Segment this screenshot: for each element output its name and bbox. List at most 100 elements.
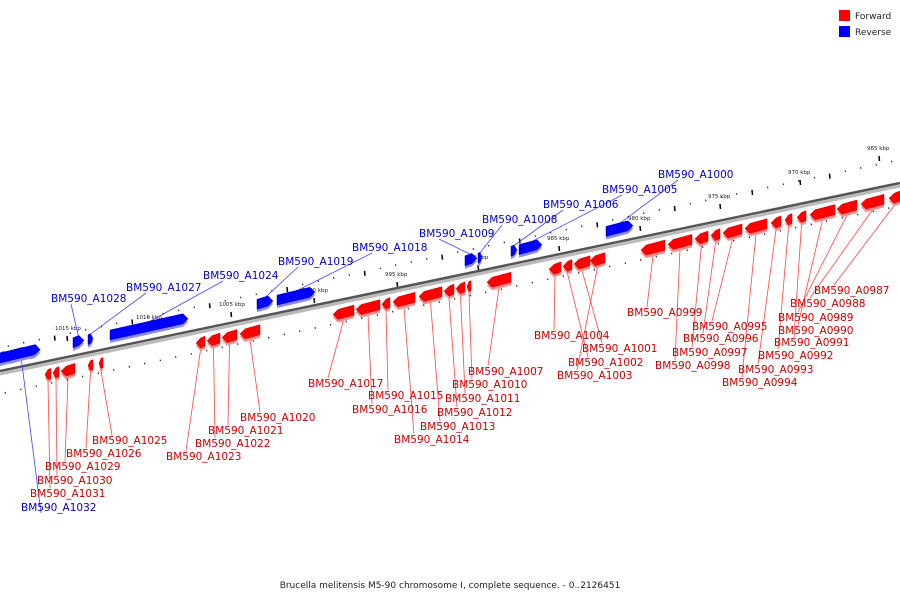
- gene-label-bm590_a1011[interactable]: BM590_A1011: [445, 393, 520, 405]
- gene-arrow-bm590_a0988: [860, 194, 885, 210]
- lower-scale-tick: [733, 239, 735, 242]
- scale-tick: [208, 303, 211, 309]
- leader-bm590_a0998: [674, 249, 681, 361]
- kbp-label: 980 kbp: [628, 216, 651, 222]
- gene-labels: BM590_A1000 BM590_A1005 BM590_A1006 BM590_A…: [21, 169, 889, 514]
- gene-label-bm590_a1023[interactable]: BM590_A1023: [166, 451, 241, 463]
- scale-tick: [286, 286, 289, 293]
- leader-bm590_a1002: [567, 273, 589, 358]
- gene-label-bm590_a0999[interactable]: BM590_A0999: [627, 307, 702, 319]
- gene-arrow-bm590_a1017: [332, 304, 355, 320]
- gene-label-bm590_a0988[interactable]: BM590_A0988: [790, 298, 865, 310]
- gene-label-bm590_a0990[interactable]: BM590_A0990: [778, 325, 853, 337]
- gene-label-bm590_a1012[interactable]: BM590_A1012: [437, 407, 512, 419]
- scale-tick: [736, 192, 738, 195]
- gene-arrow-bm590_a1004: [548, 261, 562, 275]
- gene-label-bm590_a0994[interactable]: BM590_A0994: [722, 377, 798, 389]
- backbone-line: [0, 181, 900, 373]
- scale-tick: [875, 163, 877, 166]
- gene-label-bm590_a1026[interactable]: BM590_A1026: [66, 448, 142, 460]
- lower-scale-tick: [392, 310, 394, 313]
- kbp-major-tick: [313, 297, 316, 304]
- gene-arrow-bm590_a0991: [796, 210, 807, 223]
- gene-label-bm590_a1021[interactable]: BM590_A1021: [208, 425, 283, 437]
- gene-label-bm590_a1009[interactable]: BM590_A1009: [419, 228, 494, 240]
- gene-label-bm590_a1024[interactable]: BM590_A1024: [203, 270, 279, 282]
- gene-label-bm590_a1022[interactable]: BM590_A1022: [195, 438, 270, 450]
- scale-tick: [69, 332, 71, 335]
- gene-label-bm590_a1029[interactable]: BM590_A1029: [45, 461, 120, 473]
- gene-label-bm590_a0997[interactable]: BM590_A0997: [672, 347, 747, 359]
- gene-label-bm590_a1031[interactable]: BM590_A1031: [30, 488, 105, 500]
- lower-scale-tick: [438, 301, 440, 303]
- gene-label-bm590_a1020[interactable]: BM590_A1020: [240, 412, 315, 424]
- legend-forward-swatch: [839, 10, 850, 21]
- gene-arrow-bm590_a1018: [276, 286, 316, 306]
- gene-label-bm590_a1010[interactable]: BM590_A1010: [452, 379, 527, 391]
- gene-arrow-bm590_a1006: [510, 244, 518, 257]
- scale-tick: [828, 173, 831, 179]
- scale-tick: [85, 328, 87, 331]
- gene-label-bm590_a1032[interactable]: BM590_A1032: [21, 502, 96, 514]
- leader-bm590_a1003: [576, 267, 598, 371]
- gene-label-bm590_a1013[interactable]: BM590_A1013: [420, 421, 495, 433]
- gene-label-bm590_a1001[interactable]: BM590_A1001: [582, 343, 657, 355]
- gene-label-bm590_a1004[interactable]: BM590_A1004: [534, 330, 610, 342]
- gene-label-bm590_a1028[interactable]: BM590_A1028: [51, 293, 126, 305]
- leader-bm590_a1004: [553, 276, 556, 331]
- gene-arrow-bm590_a1009: [464, 253, 478, 267]
- leader-bm590_a1017: [327, 320, 344, 379]
- scale-tick: [426, 257, 428, 260]
- gene-arrow-bm590_a1025: [98, 357, 104, 369]
- lower-scale-tick: [175, 356, 177, 358]
- gene-label-bm590_a1030[interactable]: BM590_A1030: [37, 475, 112, 487]
- scale-tick: [348, 273, 350, 276]
- gene-label-bm590_a0995[interactable]: BM590_A0995: [692, 321, 767, 333]
- leader-bm590_a1000: [619, 179, 679, 224]
- gene-label-bm590_a1025[interactable]: BM590_A1025: [92, 435, 167, 447]
- gene-label-bm590_a1005[interactable]: BM590_A1005: [602, 184, 677, 196]
- gene-label-bm590_a1017[interactable]: BM590_A1017: [308, 378, 383, 390]
- gene-label-bm590_a1018[interactable]: BM590_A1018: [352, 242, 427, 254]
- gene-label-bm590_a0992[interactable]: BM590_A0992: [758, 350, 833, 362]
- lower-scale-tick: [299, 330, 301, 333]
- leader-bm590_a1032: [19, 348, 42, 514]
- gene-label-bm590_a0996[interactable]: BM590_A0996: [683, 333, 759, 345]
- gene-label-bm590_a0987[interactable]: BM590_A0987: [814, 285, 889, 297]
- gene-arrow-bm590_a0990: [809, 204, 836, 221]
- gene-label-bm590_a1019[interactable]: BM590_A1019: [278, 256, 353, 268]
- gene-label-bm590_a1015[interactable]: BM590_A1015: [368, 390, 443, 402]
- label-leader-lines: [19, 179, 895, 514]
- lower-scale-tick: [872, 210, 874, 213]
- lower-scale-tick: [640, 259, 642, 261]
- scale-tick: [503, 241, 505, 244]
- scale-tick: [23, 341, 25, 344]
- leader-bm590_a0994: [741, 234, 757, 378]
- gene-label-bm590_a1000[interactable]: BM590_A1000: [658, 169, 733, 181]
- kbp-label: 1015 kbp: [55, 326, 81, 332]
- lower-scale-tick: [593, 268, 595, 271]
- gene-label-bm590_a1014[interactable]: BM590_A1014: [394, 434, 470, 446]
- gene-arrow-bm590_a1003: [589, 252, 606, 267]
- gene-label-bm590_a1003[interactable]: BM590_A1003: [557, 370, 632, 382]
- leader-bm590_a1007: [487, 287, 500, 367]
- gene-label-bm590_a1027[interactable]: BM590_A1027: [126, 282, 201, 294]
- gene-label-bm590_a0998[interactable]: BM590_A0998: [655, 360, 730, 372]
- gene-label-bm590_a1002[interactable]: BM590_A1002: [568, 357, 643, 369]
- gene-label-bm590_a0989[interactable]: BM590_A0989: [778, 312, 853, 324]
- gene-label-bm590_a1006[interactable]: BM590_A1006: [543, 199, 619, 211]
- gene-label-bm590_a1007[interactable]: BM590_A1007: [468, 366, 543, 378]
- gene-label-bm590_a0993[interactable]: BM590_A0993: [738, 364, 813, 376]
- leader-bm590_a0999: [646, 255, 654, 308]
- gene-label-bm590_a0991[interactable]: BM590_A0991: [774, 337, 849, 349]
- lower-scale-tick: [469, 294, 471, 297]
- scale-tick: [534, 235, 536, 237]
- gene-label-bm590_a1016[interactable]: BM590_A1016: [352, 404, 428, 416]
- scale-tick: [860, 167, 862, 169]
- scale-tick: [333, 277, 335, 279]
- leader-bm590_a1027: [90, 292, 147, 335]
- scale-tick: [813, 176, 815, 179]
- gene-arrow-bm590_a1023: [195, 335, 206, 349]
- gene-label-bm590_a1008[interactable]: BM590_A1008: [482, 214, 557, 226]
- leader-bm590_a1012: [448, 298, 458, 408]
